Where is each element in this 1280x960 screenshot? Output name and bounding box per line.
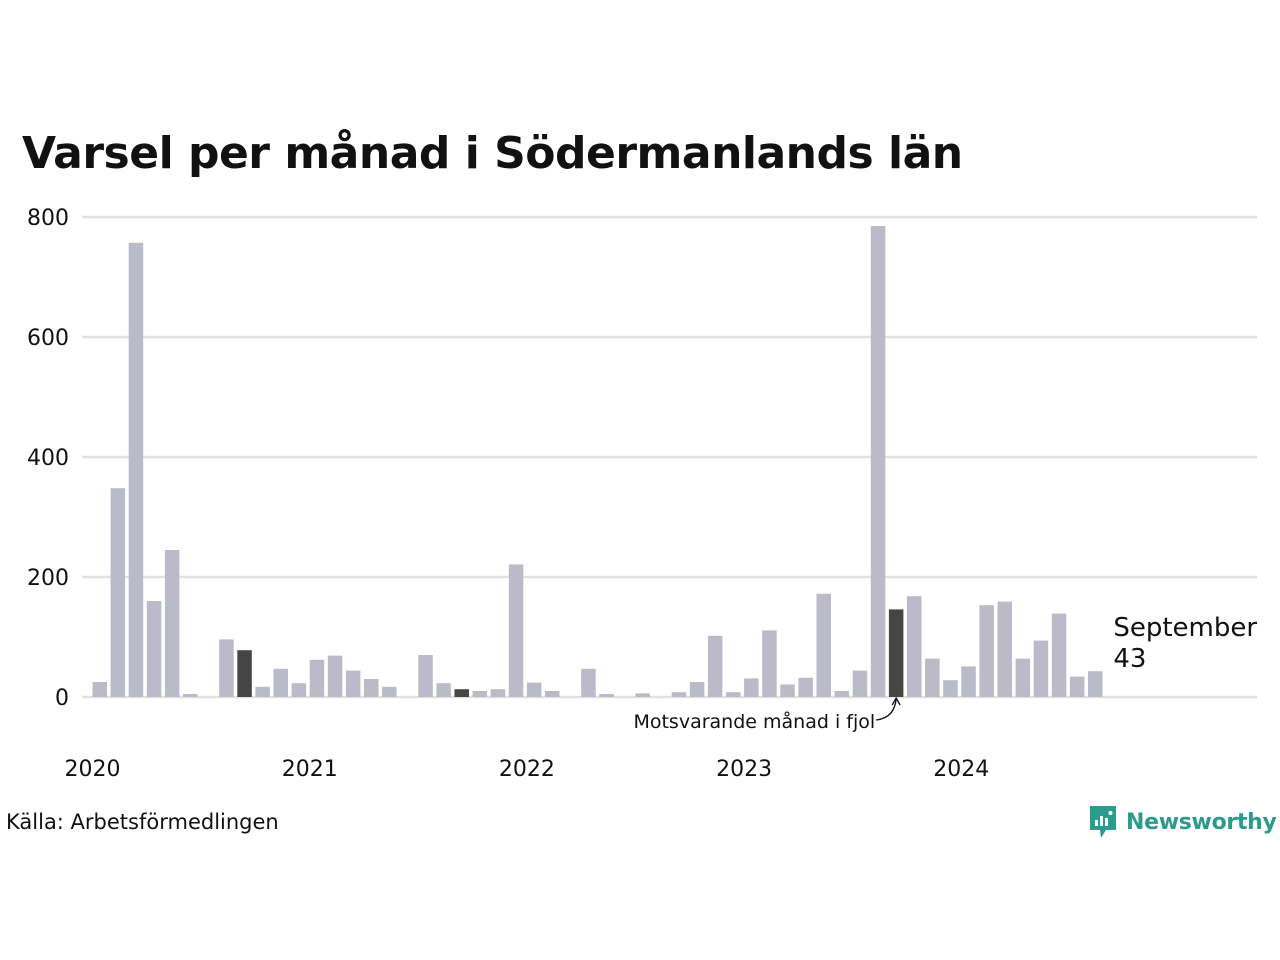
bar-2020-02 [110,488,126,697]
newsworthy-logo-icon [1090,806,1116,838]
y-tick-label: 400 [27,446,69,471]
bar-2020-10 [255,686,270,697]
bar-2023-07 [852,670,868,697]
bar-2023-03 [780,684,795,697]
bar-2021-03 [345,670,361,697]
annotation-arrow-head [891,696,901,706]
bar-2020-12 [291,683,307,697]
bar-2021-10 [472,691,488,697]
bar-2024-08 [1088,671,1103,697]
bar-2023-08 [870,226,886,697]
bar-2023-04 [798,677,813,697]
annotation-arrow [876,698,897,721]
bar-2021-07 [418,655,433,697]
bar-2024-06 [1051,613,1067,697]
bar-2021-11 [490,689,506,697]
bar-2024-02 [979,605,994,697]
bar-2020-05 [164,550,180,697]
x-tick-label: 2024 [933,757,989,782]
bar-2022-12 [726,692,741,697]
bar-chart: 0 200 400 600 800 2020 2021 2022 2023 2024 Motsv… [27,206,1257,782]
bar-2023-09 [888,609,904,697]
chart-title: Varsel per månad i Södermanlands län [22,128,963,179]
bar-2022-02 [545,691,560,697]
bar-2020-06 [183,694,198,697]
bar-2023-01 [744,678,759,697]
bar-2021-04 [364,679,379,697]
bar-2021-01 [309,659,325,697]
bar-2022-11 [707,635,723,697]
bar-2021-09 [454,689,469,697]
y-tick-label: 800 [27,206,69,231]
bar-2020-01 [92,682,107,697]
y-tick-label: 200 [27,566,69,591]
bar-2023-10 [907,596,922,697]
current-value-label: 43 [1113,644,1146,674]
bar-2020-11 [273,668,288,697]
bar-2021-05 [382,686,397,697]
y-axis-ticks: 0 200 400 600 800 [27,206,69,711]
x-tick-label: 2021 [282,757,338,782]
annotation-label: Motsvarande månad i fjol [633,710,875,733]
bar-2024-07 [1069,676,1085,697]
x-tick-label: 2020 [65,757,121,782]
x-tick-label: 2023 [716,757,772,782]
bar-2020-04 [146,601,162,697]
bar-2022-09 [671,692,687,697]
bar-2023-11 [925,658,940,697]
bar-2022-04 [581,668,596,697]
bar-2023-06 [834,691,850,697]
x-tick-label: 2022 [499,757,555,782]
x-axis-year-labels: 2020 2021 2022 2023 2024 [65,757,990,782]
bar-2024-05 [1033,640,1049,697]
bar-2020-03 [128,242,144,698]
bar-2022-01 [526,682,542,697]
source-note: Källa: Arbetsförmedlingen [6,810,279,834]
bar-2020-08 [219,639,234,697]
newsworthy-logo[interactable]: Newsworthy [1088,804,1277,840]
current-month-label: September [1113,613,1257,643]
bar-2024-01 [961,666,976,697]
y-tick-label: 0 [55,686,69,711]
bar-2022-07 [635,693,650,697]
bar-2023-02 [762,630,777,697]
bar-2020-09 [237,650,252,697]
bar-2024-03 [997,601,1012,697]
bar-2021-12 [508,564,524,697]
bar-2023-05 [816,593,831,697]
y-tick-label: 600 [27,326,69,351]
brand-name: Newsworthy [1126,809,1277,835]
bar-2021-02 [327,655,343,697]
bars [92,226,1103,698]
gridlines [82,215,1257,699]
bar-2022-05 [599,694,614,697]
bar-2023-12 [943,680,958,697]
bar-2021-08 [436,683,451,697]
bar-2024-04 [1015,658,1031,697]
bar-2022-10 [689,682,705,697]
